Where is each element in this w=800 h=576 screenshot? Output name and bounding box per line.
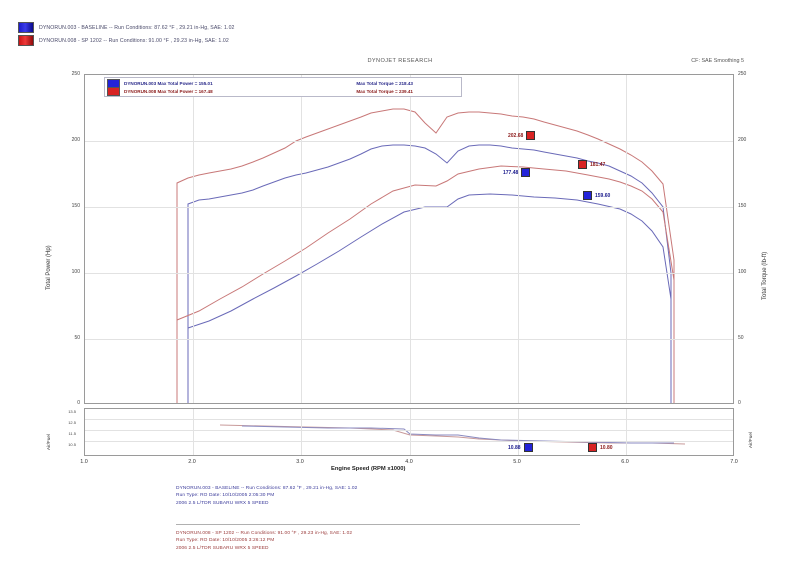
af-marker-baseline: 10.88 — [505, 443, 533, 452]
detail-sp1202-line-2: Run Type: RO Date: 10/10/2005 3:26:12 PM — [176, 538, 275, 544]
max-power-baseline: DYNORUN.003 Max Total Power = 155.01 — [124, 80, 213, 86]
y-tick-left-150: 150 — [71, 203, 80, 209]
detail-block-sp1202: DYNORUN.008 - SP 1202 -- Run Conditions:… — [176, 530, 596, 552]
curve-power-baseline — [187, 193, 672, 403]
detail-sp1202-line-1: DYNORUN.008 - SP 1202 -- Run Conditions:… — [176, 531, 353, 536]
af-marker-box-red-icon — [588, 443, 597, 452]
af-gridline-2 — [85, 430, 733, 431]
max-values-legend: DYNORUN.003 Max Total Power = 155.01 Max… — [104, 77, 462, 97]
x-tick-7: 7.0 — [730, 459, 738, 465]
legend-row-baseline: DYNORUN.003 - BASELINE -- Run Conditions… — [18, 22, 448, 33]
smoothing-label: CF: SAE Smoothing 5 — [691, 58, 744, 64]
af-marker-box-blue-icon — [523, 443, 533, 452]
x-tick-1: 1.0 — [80, 459, 88, 465]
legend-swatch-blue-icon — [18, 22, 34, 33]
marker-power-sp1202: 181.47 — [578, 160, 608, 169]
y-axis-title-right: Total Torque (lb-ft) — [762, 251, 768, 300]
gridline-v-6 — [626, 75, 627, 403]
y-tick-left-0: 0 — [77, 400, 80, 406]
af-tick-115: 11.5 — [68, 431, 77, 436]
detail-divider — [176, 524, 580, 525]
detail-baseline-line-3: 2006 2.5 L/TDR SUBARU WRX 5 SPEED — [176, 500, 269, 506]
marker-box-blue-icon — [521, 168, 531, 177]
legend-text-baseline: DYNORUN.003 - BASELINE -- Run Conditions… — [39, 24, 235, 31]
y-tick-left-250: 250 — [71, 71, 80, 77]
marker-box-blue-2-icon — [583, 191, 592, 200]
af-gridline-v-3 — [301, 409, 302, 455]
af-gridline-v-4 — [410, 409, 411, 455]
x-tick-4: 4.0 — [405, 459, 413, 465]
x-tick-3: 3.0 — [296, 459, 304, 465]
af-marker-sp1202: 10.80 — [588, 443, 616, 452]
gridline-v-3 — [301, 75, 302, 403]
af-axis-title-right: Air/Fuel — [748, 432, 753, 448]
af-gridline-3 — [85, 441, 733, 442]
curve-power-sp1202 — [176, 165, 675, 403]
marker-value-power-sp1202: 181.47 — [590, 161, 606, 168]
y-tick-left-200: 200 — [71, 137, 80, 143]
chart-brand-title: DYNOJET RESEARCH — [367, 58, 433, 64]
max-power-sp1202: DYNORUN.008 Max Total Power = 167.48 — [124, 88, 213, 94]
x-tick-6: 6.0 — [621, 459, 629, 465]
curve-layer — [176, 108, 675, 403]
gridline-v-2 — [193, 75, 194, 403]
y-tick-right-0: 0 — [738, 400, 741, 406]
y-tick-right-100: 100 — [738, 269, 747, 275]
marker-torque-baseline: 177.48 — [500, 168, 531, 177]
y-tick-right-150: 150 — [738, 203, 747, 209]
detail-baseline-line-1: DYNORUN.003 - BASELINE -- Run Conditions… — [176, 486, 358, 491]
gridline-v-4 — [410, 75, 411, 403]
af-gridline-v-2 — [193, 409, 194, 455]
air-fuel-subplot — [84, 408, 734, 456]
curve-torque-baseline — [187, 144, 672, 403]
plot-area — [84, 74, 734, 404]
x-tick-2: 2.0 — [188, 459, 196, 465]
max-row-sp1202: DYNORUN.008 Max Total Power = 167.48 Max… — [107, 86, 459, 96]
marker-value-torque-baseline: 177.48 — [503, 169, 519, 176]
x-axis-title: Engine Speed (RPM x1000) — [331, 466, 406, 472]
marker-value-power-baseline: 159.60 — [595, 192, 611, 199]
af-axis-title-left: Air/Fuel — [46, 434, 51, 450]
af-marker-value-baseline: 10.88 — [508, 444, 521, 451]
max-swatch-red-icon — [107, 86, 120, 96]
y-axis-title-left: Total Power (Hp) — [46, 245, 52, 290]
run-conditions-legend: DYNORUN.003 - BASELINE -- Run Conditions… — [18, 22, 448, 48]
marker-torque-sp1202: 202.68 — [505, 131, 536, 140]
marker-box-red-2-icon — [578, 160, 587, 169]
gridline-h-50 — [85, 339, 733, 340]
max-torque-sp1202: Max Total Torque = 239.41 — [356, 88, 413, 94]
af-gridline-1 — [85, 419, 733, 420]
y-tick-right-200: 200 — [738, 137, 747, 143]
af-gridline-v-5 — [518, 409, 519, 455]
gridline-h-200 — [85, 141, 733, 142]
curve-torque-sp1202 — [176, 108, 675, 403]
af-tick-135: 13.5 — [68, 409, 76, 414]
marker-box-red-icon — [526, 131, 536, 140]
legend-swatch-red-icon — [18, 35, 34, 46]
gridline-h-100 — [85, 273, 733, 274]
legend-text-sp1202: DYNORUN.008 - SP 1202 -- Run Conditions:… — [39, 37, 229, 44]
air-fuel-plot-area — [84, 408, 734, 456]
af-tick-105: 10.5 — [68, 442, 76, 447]
gridline-h-150 — [85, 207, 733, 208]
detail-block-baseline: DYNORUN.003 - BASELINE -- Run Conditions… — [176, 485, 596, 507]
marker-power-baseline: 159.60 — [583, 191, 613, 200]
af-gridline-v-6 — [626, 409, 627, 455]
af-tick-125: 12.5 — [68, 420, 76, 425]
y-tick-left-100: 100 — [71, 269, 80, 275]
y-tick-right-50: 50 — [738, 335, 744, 341]
y-tick-right-250: 250 — [738, 71, 747, 77]
marker-value-torque-sp1202: 202.68 — [508, 132, 524, 139]
detail-baseline-line-2: Run Type: RO Date: 10/10/2005 2:05:30 PM — [176, 493, 275, 499]
detail-sp1202-line-3: 2006 2.5 L/TDR SUBARU WRX 5 SPEED — [176, 545, 269, 551]
y-tick-left-50: 50 — [74, 335, 80, 341]
main-chart: DYNORUN.003 Max Total Power = 155.01 Max… — [84, 74, 734, 404]
max-row-baseline: DYNORUN.003 Max Total Power = 155.01 Max… — [107, 78, 459, 88]
max-torque-baseline: Max Total Torque = 218.43 — [356, 80, 413, 86]
legend-row-sp1202: DYNORUN.008 - SP 1202 -- Run Conditions:… — [18, 35, 448, 46]
gridline-v-5 — [518, 75, 519, 403]
af-marker-value-sp1202: 10.80 — [600, 444, 613, 451]
x-tick-5: 5.0 — [513, 459, 521, 465]
